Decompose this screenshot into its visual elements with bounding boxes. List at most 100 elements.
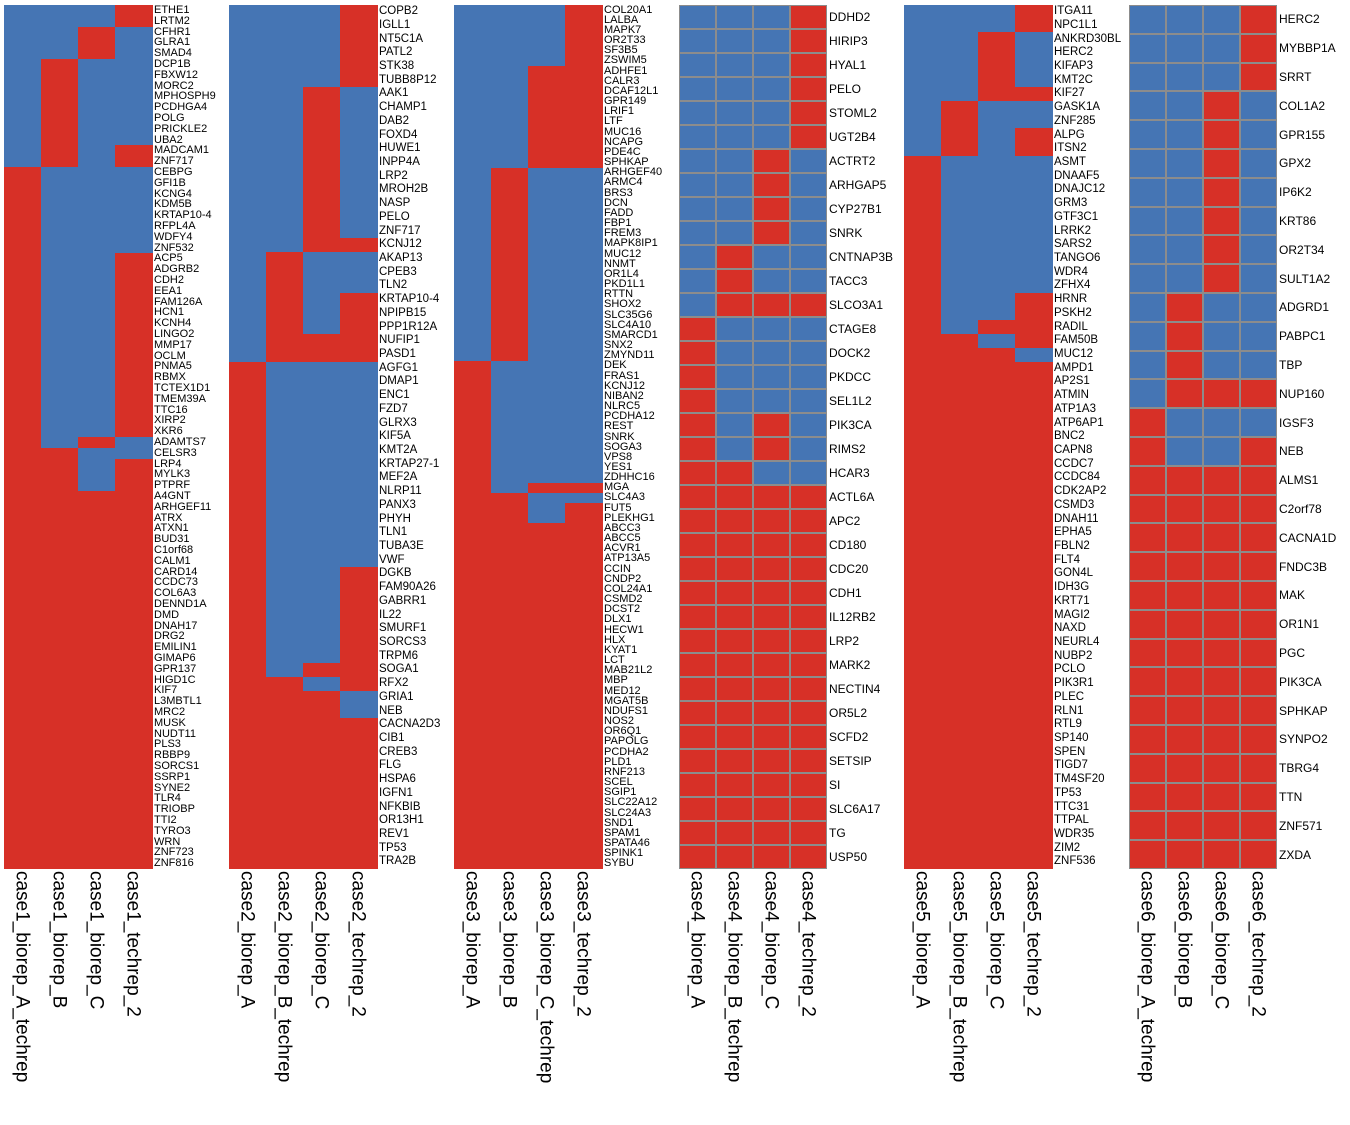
heatmap-cell bbox=[978, 155, 1016, 171]
row-label: YES1 bbox=[604, 460, 633, 473]
heatmap-cell bbox=[978, 526, 1016, 541]
heatmap-cell bbox=[115, 221, 153, 233]
heatmap-cell bbox=[1203, 264, 1240, 293]
heatmap-cell bbox=[528, 411, 566, 423]
heatmap-cell bbox=[790, 509, 827, 533]
heatmap-cell bbox=[565, 543, 603, 555]
heatmap-cell bbox=[565, 45, 603, 57]
heatmap-cell bbox=[115, 253, 153, 265]
heatmap-cell bbox=[978, 430, 1016, 445]
row-label: ADGRB2 bbox=[154, 263, 200, 276]
heatmap-cell bbox=[1015, 443, 1053, 459]
heatmap-cell bbox=[78, 69, 116, 82]
heatmap-cell bbox=[1240, 206, 1277, 236]
row-label: CREB3 bbox=[379, 745, 418, 758]
heatmap-cell bbox=[340, 581, 378, 596]
heatmap-cell bbox=[454, 604, 492, 616]
heatmap-cell bbox=[41, 771, 79, 784]
heatmap-cell bbox=[528, 736, 566, 748]
row-label: AGFG1 bbox=[379, 361, 418, 374]
heatmap-cell bbox=[115, 534, 153, 546]
heatmap-cell bbox=[565, 574, 603, 585]
heatmap-cell bbox=[4, 545, 42, 557]
heatmap-cell bbox=[1166, 5, 1203, 34]
heatmap-cell bbox=[229, 142, 267, 157]
heatmap-cell bbox=[491, 665, 529, 677]
heatmap-cell bbox=[904, 443, 942, 459]
heatmap-cell bbox=[454, 228, 492, 240]
row-label: CDH1 bbox=[829, 586, 862, 600]
row-label: KYAT1 bbox=[604, 643, 638, 656]
heatmap-cell bbox=[978, 594, 1016, 609]
heatmap-cell bbox=[340, 539, 378, 555]
heatmap-cell bbox=[790, 749, 827, 773]
row-label: PELO bbox=[829, 82, 862, 96]
row-label: OR2T33 bbox=[604, 34, 646, 47]
heatmap-cell bbox=[340, 553, 378, 568]
heatmap-cell bbox=[115, 707, 153, 719]
heatmap-cell bbox=[1240, 379, 1277, 409]
heatmap-cell bbox=[303, 430, 341, 445]
heatmap-cell bbox=[78, 145, 116, 157]
heatmap-cell bbox=[1129, 782, 1166, 812]
heatmap-cell bbox=[41, 91, 79, 103]
heatmap-cell bbox=[340, 759, 378, 774]
heatmap-cell bbox=[454, 86, 492, 97]
row-label: VPS8 bbox=[604, 450, 633, 463]
heatmap-cell bbox=[115, 599, 153, 611]
row-label: CSMD2 bbox=[604, 593, 643, 606]
heatmap-cell bbox=[340, 786, 378, 801]
heatmap-cell bbox=[941, 718, 979, 733]
heatmap-cell bbox=[229, 101, 267, 116]
heatmap-cell bbox=[528, 228, 566, 240]
heatmap-cell bbox=[565, 594, 603, 606]
row-label: NIBAN2 bbox=[604, 389, 644, 402]
heatmap-cell bbox=[340, 347, 378, 363]
heatmap-cell bbox=[716, 53, 753, 77]
heatmap-cell bbox=[528, 218, 566, 230]
heatmap-cell bbox=[1203, 5, 1240, 34]
heatmap-cell bbox=[978, 361, 1016, 376]
heatmap-cell bbox=[491, 411, 529, 423]
heatmap-cell bbox=[753, 149, 790, 173]
heatmap-cell bbox=[78, 372, 116, 384]
heatmap-cell bbox=[528, 655, 566, 667]
heatmap-cell bbox=[340, 389, 378, 404]
heatmap-cell bbox=[115, 458, 153, 470]
heatmap-cell bbox=[115, 188, 153, 200]
heatmap-cell bbox=[4, 5, 42, 17]
heatmap-cell bbox=[303, 251, 341, 267]
row-label: PCDHGA4 bbox=[154, 101, 208, 114]
column-label: case2_biorep_B_techrep bbox=[273, 871, 295, 1083]
row-label: SLCO3A1 bbox=[829, 298, 884, 312]
heatmap-cell bbox=[565, 848, 603, 860]
row-label: NUDT11 bbox=[154, 727, 196, 740]
heatmap-cell bbox=[565, 65, 603, 77]
heatmap-cell bbox=[978, 416, 1016, 431]
row-label: AKAP13 bbox=[379, 251, 423, 264]
row-label: TTI2 bbox=[154, 813, 177, 826]
heatmap-cell bbox=[753, 533, 790, 557]
heatmap-cell bbox=[4, 383, 42, 395]
heatmap-cell bbox=[340, 361, 378, 376]
heatmap-cell bbox=[528, 564, 566, 575]
heatmap-cell bbox=[266, 210, 304, 225]
heatmap-cell bbox=[303, 731, 341, 747]
heatmap-cell bbox=[340, 649, 378, 664]
heatmap-cell bbox=[565, 15, 603, 26]
row-label: PANX3 bbox=[379, 498, 416, 511]
heatmap-cell bbox=[303, 197, 341, 212]
heatmap-cell bbox=[753, 797, 790, 821]
heatmap-cell bbox=[4, 329, 42, 341]
heatmap-cell bbox=[115, 285, 153, 298]
heatmap-cell bbox=[565, 289, 603, 301]
column-label: case3_techrep_2 bbox=[572, 871, 594, 1017]
heatmap-cell bbox=[565, 259, 603, 270]
heatmap-cell bbox=[941, 745, 979, 760]
heatmap-cell bbox=[565, 5, 603, 16]
heatmap-cell bbox=[790, 5, 827, 29]
column-label: case2_biorep_C bbox=[310, 871, 332, 1010]
row-label: SOGA3 bbox=[604, 440, 642, 453]
heatmap-cell bbox=[229, 498, 267, 513]
heatmap-cell bbox=[679, 77, 716, 101]
